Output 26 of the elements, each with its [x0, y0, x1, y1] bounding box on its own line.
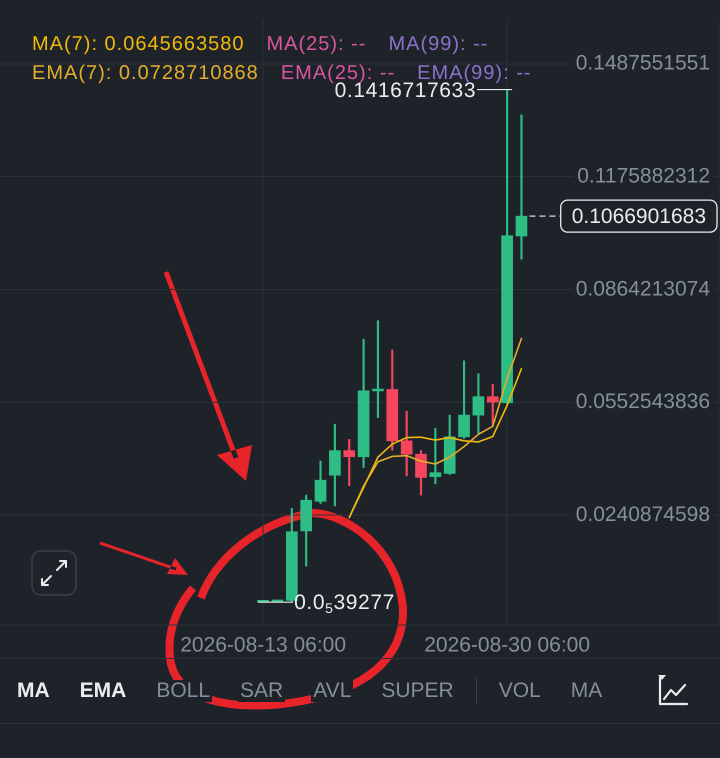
legend-label: EMA(25): --: [280, 62, 396, 84]
text: EMA(7): 0.0728710868: [32, 62, 259, 84]
candlestick: [486, 384, 499, 426]
x-tick-label: 2026-08-30 06:00: [424, 633, 590, 656]
legend-label: MA(99): --: [388, 33, 488, 55]
text: MA(7): 0.0645663580: [32, 33, 244, 55]
candlestick: [343, 439, 356, 486]
text: BOLL: [154, 679, 212, 702]
text: SUPER: [379, 679, 456, 702]
text: EMA: [78, 679, 128, 702]
y-tick-label: 0.1487551551: [576, 52, 710, 75]
text: MA: [15, 679, 52, 702]
y-tick-label: 0.1175882312: [577, 164, 710, 188]
text: VOL: [496, 679, 543, 702]
text: AVL: [311, 679, 354, 702]
legend-label: EMA(99): --: [417, 62, 532, 84]
y-tick-label: 0.0240874598: [576, 502, 710, 526]
y-tick-label: 0.0864213074: [576, 277, 710, 300]
text: SAR: [238, 679, 286, 702]
legend-label: MA(25): --: [266, 33, 366, 55]
annotation: 0.0$_{5}$39277: [294, 591, 395, 616]
x-tick-label: 2026-08-13 06:00: [180, 633, 346, 656]
text: MA: [568, 679, 604, 702]
candlestick: [372, 320, 384, 418]
y-tick-label: 0.0552543836: [576, 390, 710, 414]
ref-line-label: 0.1066901683: [572, 204, 706, 228]
